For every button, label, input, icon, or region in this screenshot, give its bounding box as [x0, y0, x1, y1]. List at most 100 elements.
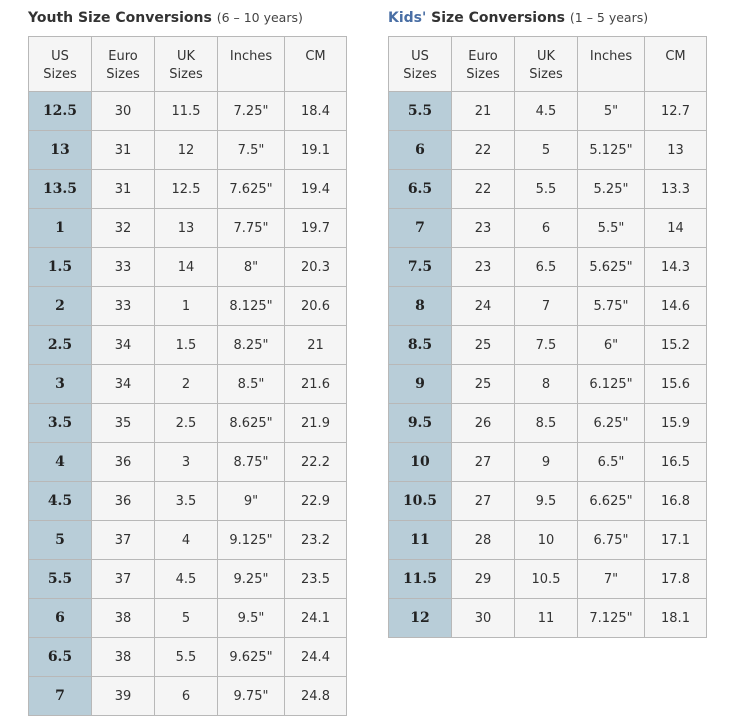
cell-inches: 5.25": [577, 169, 645, 209]
cell-cm: 13.3: [644, 169, 707, 209]
cell-cm: 20.6: [284, 286, 347, 326]
table-row: 5.5 37 4.5 9.25" 23.5: [28, 559, 347, 599]
cell-inches: 7.5": [217, 130, 285, 170]
table-header-row: US Sizes Euro Sizes UK Sizes Inches CM: [388, 36, 707, 92]
cell-uk-size: 10.5: [514, 559, 578, 599]
cell-uk-size: 11: [514, 598, 578, 638]
cell-inches: 6.5": [577, 442, 645, 482]
table-row: 6.5 38 5.5 9.625" 24.4: [28, 637, 347, 677]
kids-title: Kids' Size Conversions (1 – 5 years): [388, 0, 707, 36]
table-row: 12 30 11 7.125" 18.1: [388, 598, 707, 638]
table-row: 1 32 13 7.75" 19.7: [28, 208, 347, 248]
cell-euro-size: 25: [451, 364, 515, 404]
cell-cm: 19.4: [284, 169, 347, 209]
table-row: 9 25 8 6.125" 15.6: [388, 364, 707, 404]
cell-euro-size: 30: [91, 91, 155, 131]
table-row: 10 27 9 6.5" 16.5: [388, 442, 707, 482]
cell-us-size: 12: [388, 598, 452, 638]
cell-us-size: 4: [28, 442, 92, 482]
cell-euro-size: 27: [451, 442, 515, 482]
cell-cm: 14.3: [644, 247, 707, 287]
cell-euro-size: 24: [451, 286, 515, 326]
cell-euro-size: 36: [91, 442, 155, 482]
cell-uk-size: 5.5: [154, 637, 218, 677]
cell-inches: 6.125": [577, 364, 645, 404]
table-row: 11.5 29 10.5 7" 17.8: [388, 559, 707, 599]
table-header-row: US Sizes Euro Sizes UK Sizes Inches CM: [28, 36, 347, 92]
cell-euro-size: 33: [91, 286, 155, 326]
table-row: 13 31 12 7.5" 19.1: [28, 130, 347, 170]
cell-inches: 7.75": [217, 208, 285, 248]
cell-cm: 19.1: [284, 130, 347, 170]
cell-euro-size: 38: [91, 637, 155, 677]
cell-inches: 7.625": [217, 169, 285, 209]
header-inches: Inches: [577, 36, 645, 92]
cell-us-size: 8: [388, 286, 452, 326]
cell-uk-size: 6: [514, 208, 578, 248]
table-row: 2 33 1 8.125" 20.6: [28, 286, 347, 326]
cell-euro-size: 27: [451, 481, 515, 521]
youth-age-range: (6 – 10 years): [216, 10, 303, 25]
cell-euro-size: 29: [451, 559, 515, 599]
cell-uk-size: 14: [154, 247, 218, 287]
cell-euro-size: 26: [451, 403, 515, 443]
cell-uk-size: 4.5: [154, 559, 218, 599]
cell-us-size: 11: [388, 520, 452, 560]
cell-uk-size: 9: [514, 442, 578, 482]
cell-euro-size: 38: [91, 598, 155, 638]
cell-uk-size: 4.5: [514, 91, 578, 131]
cell-inches: 9.5": [217, 598, 285, 638]
cell-uk-size: 7.5: [514, 325, 578, 365]
cell-inches: 8.5": [217, 364, 285, 404]
cell-inches: 9.125": [217, 520, 285, 560]
header-cm: CM: [644, 36, 707, 92]
kids-title-accent: Kids': [388, 10, 427, 26]
cell-uk-size: 11.5: [154, 91, 218, 131]
cell-euro-size: 36: [91, 481, 155, 521]
cell-inches: 8.25": [217, 325, 285, 365]
cell-cm: 15.2: [644, 325, 707, 365]
cell-cm: 15.9: [644, 403, 707, 443]
header-uk-size: UK Sizes: [514, 36, 578, 92]
cell-inches: 8.75": [217, 442, 285, 482]
cell-us-size: 3: [28, 364, 92, 404]
cell-euro-size: 23: [451, 208, 515, 248]
cell-inches: 7.125": [577, 598, 645, 638]
cell-uk-size: 10: [514, 520, 578, 560]
cell-us-size: 7: [28, 676, 92, 716]
cell-cm: 13: [644, 130, 707, 170]
cell-cm: 24.8: [284, 676, 347, 716]
cell-inches: 9.25": [217, 559, 285, 599]
cell-inches: 9.625": [217, 637, 285, 677]
cell-uk-size: 9.5: [514, 481, 578, 521]
table-row: 8 24 7 5.75" 14.6: [388, 286, 707, 326]
cell-inches: 8.125": [217, 286, 285, 326]
table-row: 8.5 25 7.5 6" 15.2: [388, 325, 707, 365]
cell-us-size: 4.5: [28, 481, 92, 521]
cell-cm: 22.9: [284, 481, 347, 521]
youth-size-table: US Sizes Euro Sizes UK Sizes Inches CM 12.5 30 11…: [28, 36, 347, 716]
kids-title-text: Size Conversions: [431, 10, 566, 26]
cell-uk-size: 3.5: [154, 481, 218, 521]
kids-age-range: (1 – 5 years): [569, 10, 649, 25]
cell-euro-size: 23: [451, 247, 515, 287]
cell-inches: 9": [217, 481, 285, 521]
table-row: 11 28 10 6.75" 17.1: [388, 520, 707, 560]
cell-us-size: 6.5: [28, 637, 92, 677]
cell-cm: 18.1: [644, 598, 707, 638]
header-inches: Inches: [217, 36, 285, 92]
cell-uk-size: 12: [154, 130, 218, 170]
cell-cm: 19.7: [284, 208, 347, 248]
cell-cm: 21.9: [284, 403, 347, 443]
cell-uk-size: 1: [154, 286, 218, 326]
cell-inches: 5.5": [577, 208, 645, 248]
cell-euro-size: 28: [451, 520, 515, 560]
cell-cm: 20.3: [284, 247, 347, 287]
cell-euro-size: 34: [91, 325, 155, 365]
cell-euro-size: 22: [451, 130, 515, 170]
cell-euro-size: 22: [451, 169, 515, 209]
cell-euro-size: 39: [91, 676, 155, 716]
table-row: 7 23 6 5.5" 14: [388, 208, 707, 248]
cell-us-size: 6: [388, 130, 452, 170]
cell-us-size: 6.5: [388, 169, 452, 209]
